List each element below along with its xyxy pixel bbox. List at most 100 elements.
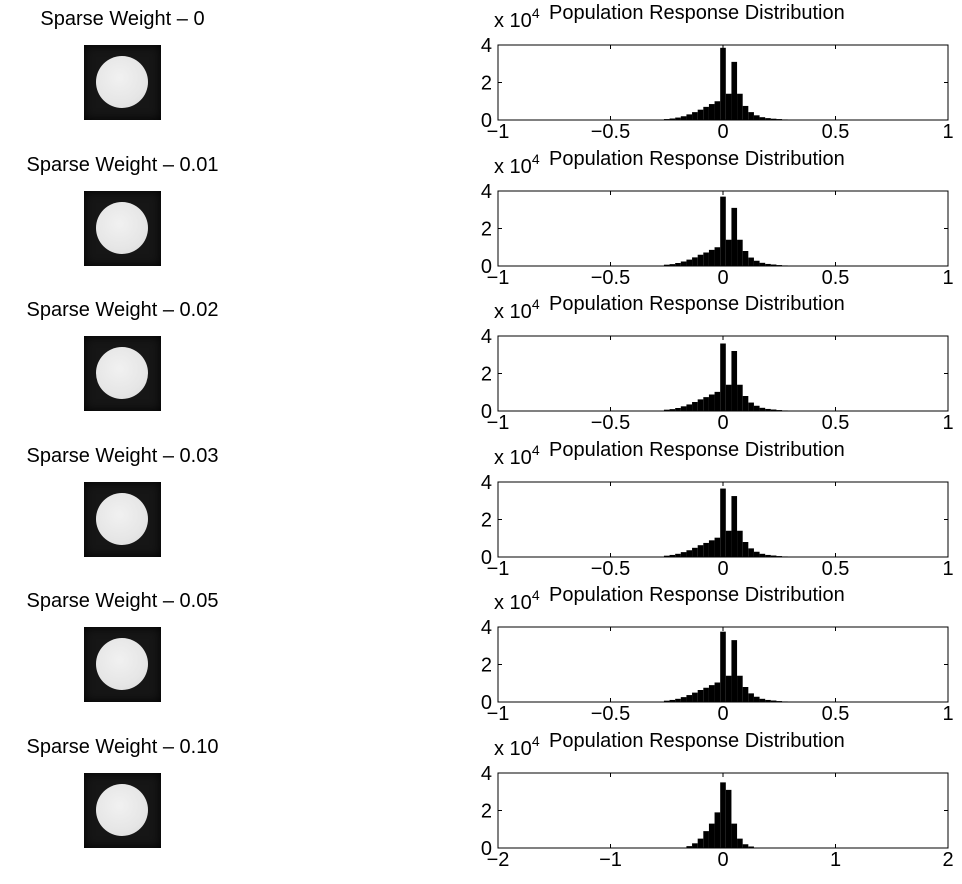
x-tick-label: 1	[942, 703, 953, 725]
bright-disc	[96, 784, 148, 836]
chart-title: Population Response Distribution	[549, 293, 845, 315]
histogram-bar	[697, 544, 704, 557]
x-tick-label: 0.5	[822, 121, 850, 143]
histogram-bar	[714, 392, 721, 412]
histogram-bar	[703, 397, 709, 412]
y-tick-label: 4	[481, 763, 492, 785]
scale-exponent: 4	[532, 151, 540, 167]
histogram-bar	[675, 117, 681, 120]
histogram-bar	[731, 207, 738, 266]
scale-prefix: x 10	[494, 738, 532, 760]
histogram-bar	[765, 118, 771, 120]
x-tick-label: 0	[717, 121, 728, 143]
histogram-bar	[725, 93, 732, 120]
panel-row: Sparse Weight – 0.05 x 104 Population Resp…	[0, 582, 962, 728]
x-tick-label: 1	[942, 412, 953, 434]
axis-scale-label: x 104	[494, 296, 540, 323]
histogram-bar	[759, 408, 766, 412]
sparse-weight-title: Sparse Weight – 0	[40, 8, 205, 30]
sparse-weight-title: Sparse Weight – 0.05	[26, 590, 219, 613]
histogram-bar	[725, 530, 732, 557]
sparse-weight-title: Sparse Weight – 0.10	[26, 736, 219, 758]
sparse-weight-title: Sparse Weight – 0.02	[26, 299, 219, 322]
histogram-bar	[697, 109, 704, 120]
histogram-bar	[697, 254, 704, 266]
histogram-bar	[669, 409, 676, 412]
histogram-bar	[714, 101, 721, 120]
histogram-bar	[742, 687, 749, 703]
x-tick-label: 0	[717, 412, 728, 434]
histogram-bar	[720, 632, 726, 703]
x-tick-label: −1	[487, 267, 510, 289]
histogram-bar	[770, 409, 777, 412]
histogram-bar	[680, 551, 687, 557]
x-tick-label: 0	[717, 267, 728, 289]
histogram-bar	[669, 118, 676, 120]
histogram-bar	[720, 488, 726, 557]
histogram-bar	[720, 47, 726, 120]
scale-prefix: x 10	[494, 592, 532, 614]
x-tick-label: 0.5	[822, 558, 850, 580]
histogram-bar	[720, 196, 726, 266]
y-tick-label: 0	[481, 110, 492, 132]
histogram-bar	[708, 394, 715, 412]
y-tick-label: 4	[481, 35, 492, 57]
y-tick-label: 4	[481, 326, 492, 348]
scale-exponent: 4	[532, 733, 540, 749]
scale-prefix: x 10	[494, 156, 532, 178]
scale-prefix: x 10	[494, 10, 532, 32]
axis-scale-label: x 104	[494, 5, 540, 32]
histogram-bar	[742, 396, 749, 412]
weight-image-thumbnail	[84, 481, 161, 557]
histogram-bar	[697, 838, 704, 848]
x-tick-label: 0	[717, 849, 728, 871]
bright-disc	[96, 201, 148, 254]
histogram-chart: x 104 Population Response Distribution −1 −…	[481, 584, 954, 725]
histogram-bar	[725, 789, 732, 848]
histogram-bar	[759, 553, 766, 557]
histogram-bar	[753, 405, 760, 412]
histogram-bar	[731, 823, 738, 848]
x-tick-label: −1	[487, 703, 510, 725]
histogram-bar	[680, 697, 687, 703]
histogram-bar	[663, 264, 670, 266]
chart-title: Population Response Distribution	[549, 730, 845, 752]
histogram-bar	[708, 823, 715, 848]
x-tick-label: −0.5	[591, 267, 630, 289]
sparse-weight-title: Sparse Weight – 0.03	[26, 444, 219, 467]
histogram-chart: x 104 Population Response Distribution −2 −…	[481, 730, 954, 871]
histogram-bar	[731, 495, 738, 557]
histogram-bar	[703, 831, 709, 848]
y-tick-label: 4	[481, 181, 492, 203]
x-tick-label: 2	[942, 849, 953, 871]
y-tick-label: 0	[481, 547, 492, 569]
histogram-bar	[765, 409, 771, 412]
scale-exponent: 4	[532, 587, 540, 603]
chart-title: Population Response Distribution	[549, 439, 845, 461]
y-tick-label: 0	[481, 401, 492, 423]
axis-scale-label: x 104	[494, 733, 540, 760]
histogram-bar	[692, 693, 698, 703]
x-tick-label: 0.5	[822, 412, 850, 434]
histogram-bar	[708, 104, 715, 120]
histogram-bar	[692, 112, 698, 120]
sparse-weight-title: Sparse Weight – 0.01	[26, 153, 219, 176]
x-tick-label: −0.5	[591, 412, 630, 434]
histogram-chart: x 104 Population Response Distribution −1 −…	[481, 439, 954, 580]
histogram-bar	[742, 250, 749, 266]
histogram-bar	[737, 838, 743, 848]
histogram-bar	[742, 844, 749, 848]
histogram-bar	[708, 685, 715, 703]
weight-image-thumbnail	[84, 190, 161, 266]
histogram-bar	[725, 676, 732, 703]
histogram-bar	[686, 846, 693, 848]
y-tick-label: 2	[481, 73, 492, 95]
histogram-chart: x 104 Population Response Distribution −1 −…	[481, 2, 954, 143]
histogram-bar	[703, 542, 709, 557]
histogram-bar	[731, 351, 738, 412]
x-tick-label: 0	[717, 703, 728, 725]
histogram-bar	[692, 256, 698, 266]
histogram-bar	[714, 246, 721, 266]
histogram-bar	[737, 93, 743, 120]
